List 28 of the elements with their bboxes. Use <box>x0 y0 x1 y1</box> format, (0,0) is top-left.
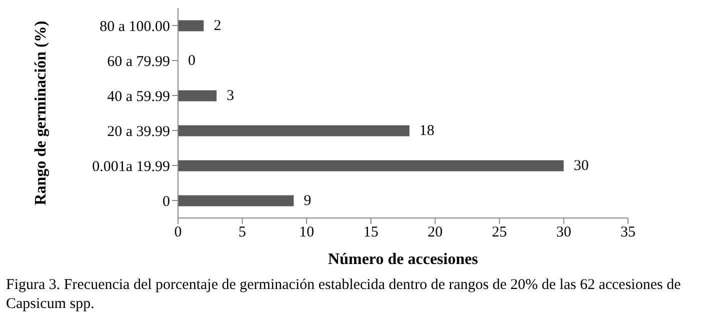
x-axis-title: Número de accesiones <box>328 251 478 268</box>
data-label: 9 <box>304 192 312 209</box>
bar <box>178 125 410 136</box>
x-tick-label: 0 <box>174 224 182 241</box>
x-tick-label: 25 <box>492 224 507 241</box>
y-tick-label: 40 a 59.99 <box>107 88 170 105</box>
y-tick-label: 20 a 39.99 <box>107 124 170 140</box>
y-axis-title: Rango de germinación (%) <box>32 20 50 206</box>
y-tick-label: 0.001a 19.99 <box>92 158 170 175</box>
bar <box>178 195 294 206</box>
x-tick-label: 30 <box>556 224 572 241</box>
x-tick-label: 5 <box>238 224 246 241</box>
y-tick-label: 60 a 79.99 <box>107 54 170 70</box>
x-tick-label: 15 <box>363 224 378 241</box>
y-tick-label: 0 <box>162 194 170 210</box>
bar <box>178 20 204 32</box>
data-label: 18 <box>419 122 434 139</box>
x-tick-label: 10 <box>299 224 314 241</box>
data-label: 2 <box>214 18 222 34</box>
data-label: 30 <box>574 158 589 174</box>
data-label: 0 <box>188 52 196 69</box>
bar <box>178 90 217 102</box>
bar <box>178 160 564 172</box>
text: Figura 3. Frecuencia del porcentaje de germinación establecida dentro de rangos de 20% de las 62 accesiones de Capsicum spp. <box>5 276 682 314</box>
x-tick-label: 35 <box>620 224 636 241</box>
x-tick-label: 20 <box>428 224 443 241</box>
y-tick-label: 80 a 100.00 <box>100 18 170 35</box>
data-label: 3 <box>226 88 234 104</box>
